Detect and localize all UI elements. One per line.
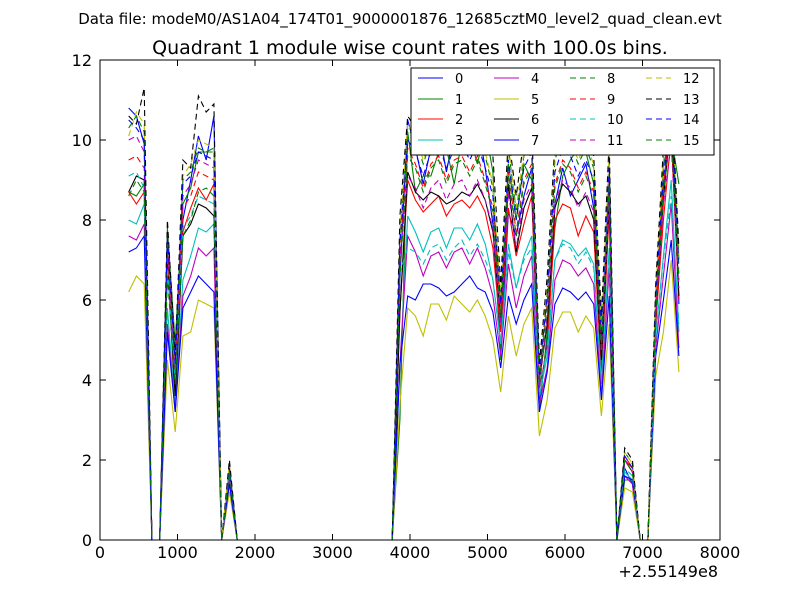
x-tick-label: 4000 xyxy=(390,543,431,562)
chart-title: Quadrant 1 module wise count rates with … xyxy=(152,37,668,59)
tick-labels: 0 1000 2000 3000 4000 5000 6000 7000 80000246810… xyxy=(72,51,741,562)
legend-label-6: 6 xyxy=(531,113,539,128)
legend-label-14: 14 xyxy=(683,113,700,128)
x-tick-label: 0 xyxy=(95,543,105,562)
y-tick-label: 12 xyxy=(72,51,92,70)
legend-label-12: 12 xyxy=(683,72,700,87)
x-tick-label: 2000 xyxy=(235,543,276,562)
legend-label-9: 9 xyxy=(607,93,615,108)
y-tick-label: 8 xyxy=(82,211,92,230)
legend-label-13: 13 xyxy=(683,93,700,108)
legend-label-5: 5 xyxy=(531,93,539,108)
series-line-15 xyxy=(128,131,680,541)
series-line-12 xyxy=(128,95,680,541)
plot-frame xyxy=(99,59,721,541)
x-offset-label: +2.55149e8 xyxy=(618,562,718,581)
legend-label-11: 11 xyxy=(607,134,624,149)
legend-label-0: 0 xyxy=(455,72,463,87)
legend-label-2: 2 xyxy=(455,113,463,128)
legend-label-3: 3 xyxy=(455,134,463,149)
legend-label-10: 10 xyxy=(607,113,624,128)
legend-label-7: 7 xyxy=(531,134,539,149)
y-tick-label: 6 xyxy=(82,291,92,310)
legend-label-4: 4 xyxy=(531,72,539,87)
legend-label-8: 8 xyxy=(607,72,615,87)
x-tick-label: 8000 xyxy=(700,543,741,562)
legend-label-1: 1 xyxy=(455,93,463,108)
x-tick-label: 3000 xyxy=(312,543,353,562)
legend-label-15: 15 xyxy=(683,134,700,149)
y-tick-label: 0 xyxy=(82,531,92,550)
series-line-10 xyxy=(128,171,680,541)
suptitle: Data file: modeM0/AS1A04_174T01_90000018… xyxy=(78,10,722,29)
x-tick-label: 1000 xyxy=(157,543,198,562)
legend-box xyxy=(410,67,715,156)
y-tick-label: 4 xyxy=(82,371,92,390)
x-tick-label: 6000 xyxy=(545,543,586,562)
y-tick-label: 10 xyxy=(72,131,92,150)
y-tick-label: 2 xyxy=(82,451,92,470)
x-tick-label: 5000 xyxy=(467,543,508,562)
series-line-14 xyxy=(128,111,680,541)
x-tick-label: 7000 xyxy=(622,543,663,562)
